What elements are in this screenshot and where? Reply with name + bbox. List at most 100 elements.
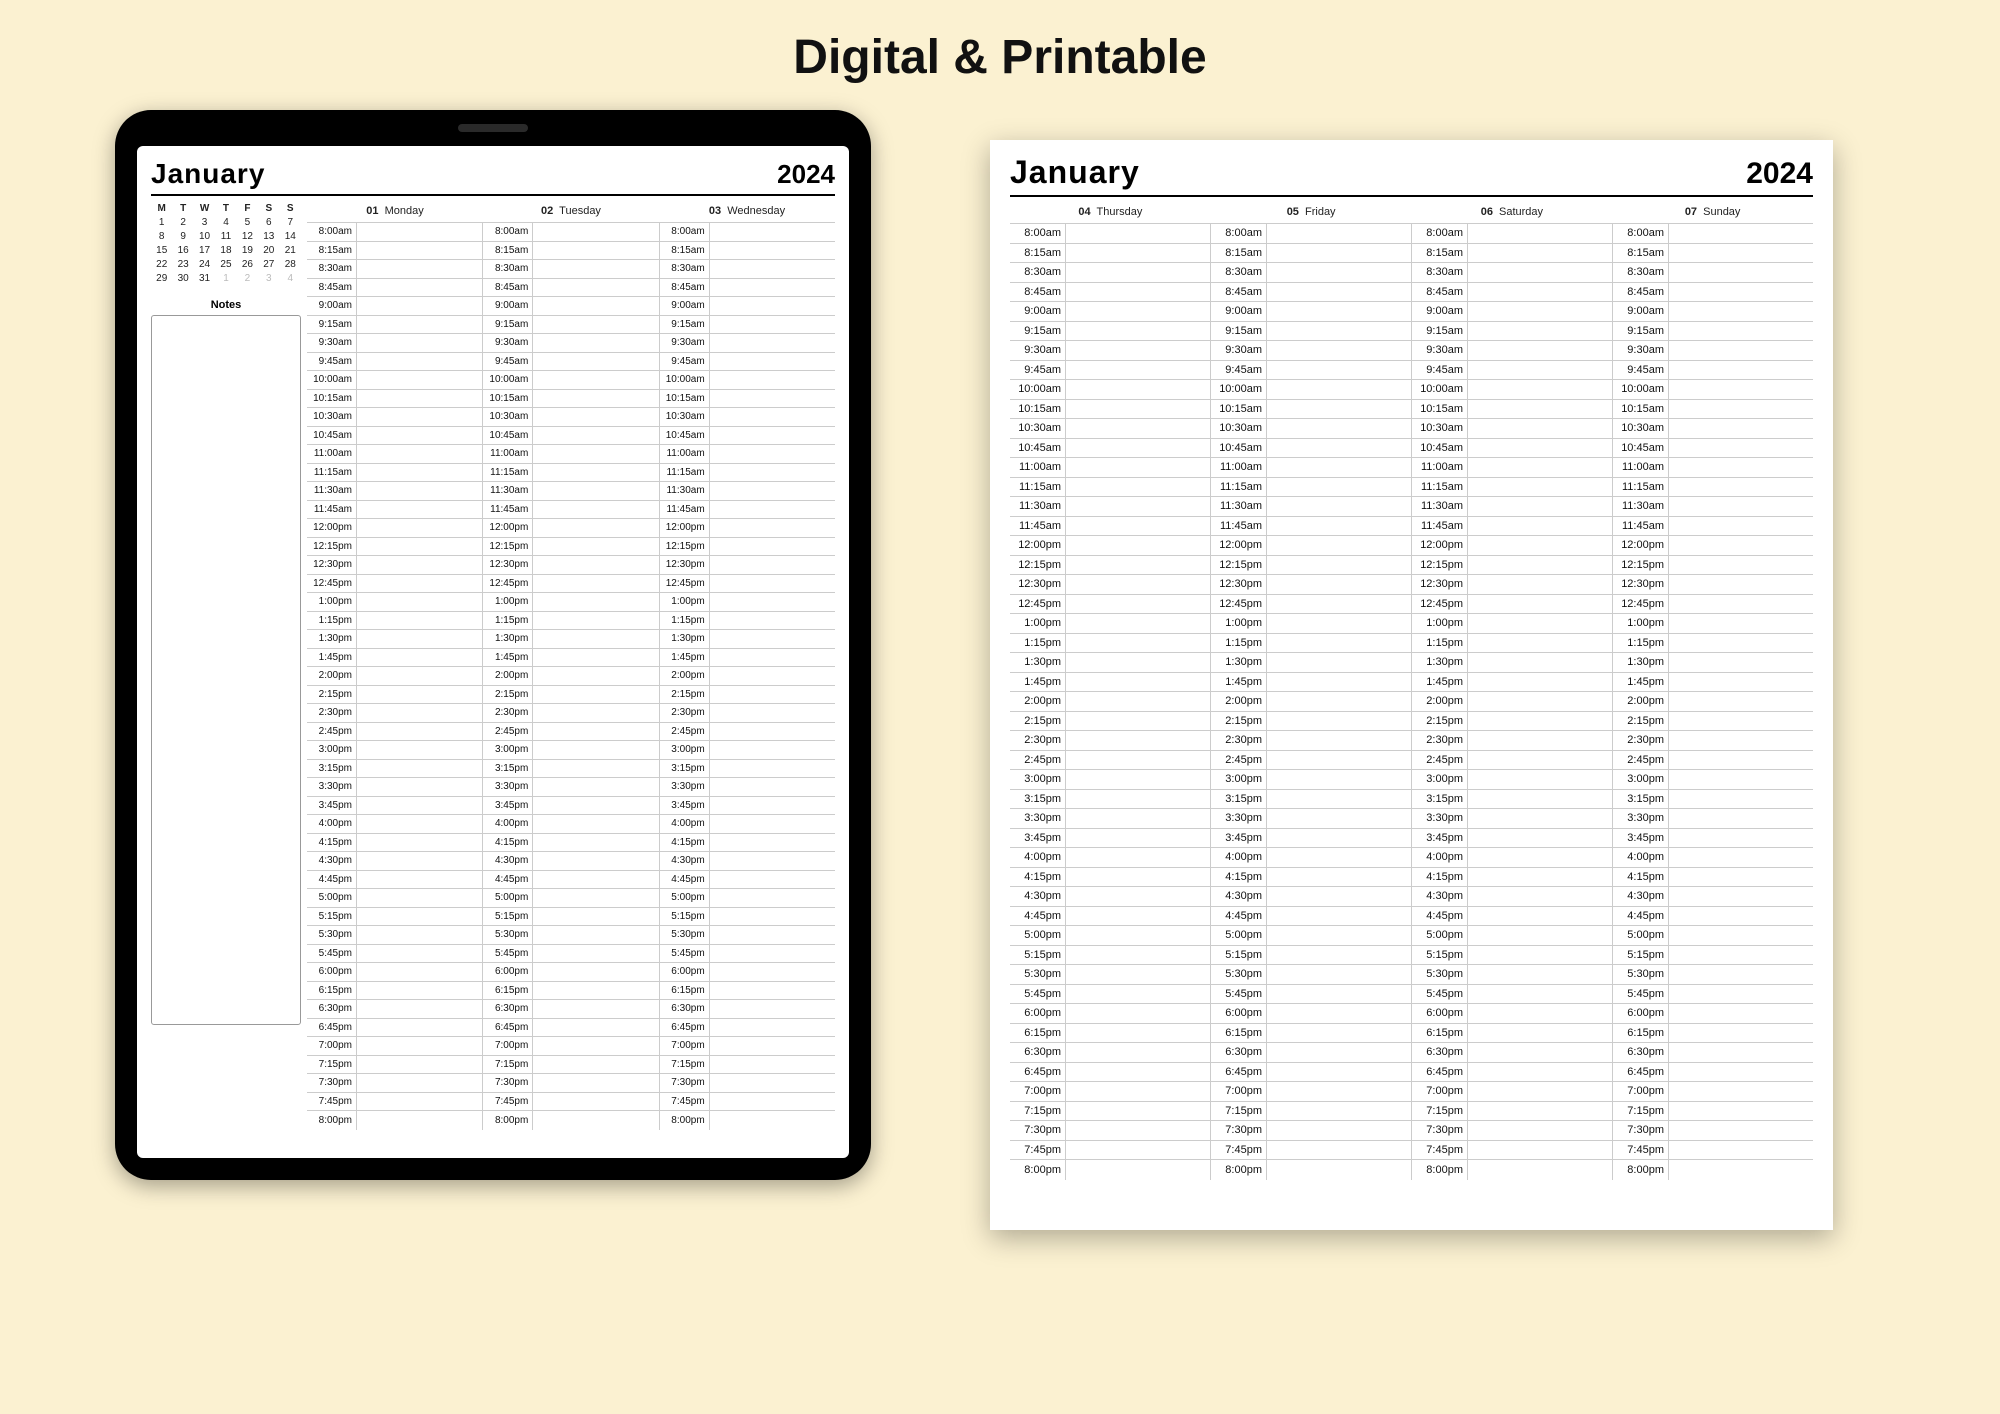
time-cell[interactable]: 6:30pm	[1613, 1043, 1813, 1062]
mini-cal-day[interactable]: 16	[172, 243, 193, 257]
time-cell[interactable]: 4:15pm	[483, 834, 659, 852]
time-cell[interactable]: 5:45pm	[483, 945, 659, 963]
time-cell[interactable]: 9:30am	[307, 334, 483, 352]
time-cell[interactable]: 5:45pm	[307, 945, 483, 963]
mini-cal-day[interactable]: 31	[194, 271, 215, 285]
time-cell[interactable]: 3:30pm	[1613, 809, 1813, 828]
time-cell[interactable]: 11:00am	[307, 445, 483, 463]
time-cell[interactable]: 3:00pm	[1412, 770, 1613, 789]
time-cell[interactable]: 5:15pm	[660, 908, 835, 926]
time-cell[interactable]: 7:45pm	[1010, 1141, 1211, 1160]
time-cell[interactable]: 8:15am	[1010, 244, 1211, 263]
time-cell[interactable]: 3:45pm	[1211, 829, 1412, 848]
time-cell[interactable]: 12:15pm	[660, 538, 835, 556]
time-cell[interactable]: 1:45pm	[1412, 673, 1613, 692]
mini-cal-day[interactable]: 4	[215, 215, 236, 229]
time-cell[interactable]: 4:00pm	[307, 815, 483, 833]
mini-cal-day[interactable]: 23	[172, 257, 193, 271]
time-cell[interactable]: 6:30pm	[1010, 1043, 1211, 1062]
time-cell[interactable]: 1:15pm	[660, 612, 835, 630]
time-cell[interactable]: 3:45pm	[1412, 829, 1613, 848]
time-cell[interactable]: 9:45am	[307, 353, 483, 371]
time-cell[interactable]: 1:00pm	[1613, 614, 1813, 633]
time-cell[interactable]: 9:15am	[660, 316, 835, 334]
time-cell[interactable]: 2:15pm	[483, 686, 659, 704]
time-cell[interactable]: 1:30pm	[307, 630, 483, 648]
time-cell[interactable]: 9:30am	[1412, 341, 1613, 360]
time-cell[interactable]: 6:30pm	[483, 1000, 659, 1018]
time-cell[interactable]: 10:45am	[660, 427, 835, 445]
time-cell[interactable]: 4:45pm	[483, 871, 659, 889]
time-cell[interactable]: 3:15pm	[1010, 790, 1211, 809]
time-cell[interactable]: 4:15pm	[1211, 868, 1412, 887]
time-cell[interactable]: 8:15am	[1613, 244, 1813, 263]
time-cell[interactable]: 11:45am	[1211, 517, 1412, 536]
mini-cal-day[interactable]: 22	[151, 257, 172, 271]
time-cell[interactable]: 11:45am	[1010, 517, 1211, 536]
time-cell[interactable]: 3:15pm	[1613, 790, 1813, 809]
time-cell[interactable]: 8:45am	[1613, 283, 1813, 302]
time-cell[interactable]: 2:00pm	[1613, 692, 1813, 711]
time-cell[interactable]: 8:30am	[1613, 263, 1813, 282]
time-cell[interactable]: 10:30am	[1010, 419, 1211, 438]
time-cell[interactable]: 6:30pm	[660, 1000, 835, 1018]
time-cell[interactable]: 8:45am	[483, 279, 659, 297]
time-cell[interactable]: 4:00pm	[1412, 848, 1613, 867]
time-cell[interactable]: 6:15pm	[1613, 1024, 1813, 1043]
mini-cal-day[interactable]: 5	[237, 215, 258, 229]
time-cell[interactable]: 11:45am	[1613, 517, 1813, 536]
time-cell[interactable]: 5:15pm	[1412, 946, 1613, 965]
time-cell[interactable]: 11:30am	[1412, 497, 1613, 516]
time-cell[interactable]: 3:15pm	[483, 760, 659, 778]
time-cell[interactable]: 12:15pm	[1613, 556, 1813, 575]
time-cell[interactable]: 7:30pm	[307, 1074, 483, 1092]
time-cell[interactable]: 10:00am	[1613, 380, 1813, 399]
time-cell[interactable]: 6:45pm	[307, 1019, 483, 1037]
time-cell[interactable]: 3:30pm	[1010, 809, 1211, 828]
time-cell[interactable]: 3:00pm	[660, 741, 835, 759]
time-cell[interactable]: 7:15pm	[307, 1056, 483, 1074]
time-cell[interactable]: 12:00pm	[1412, 536, 1613, 555]
time-cell[interactable]: 2:15pm	[1211, 712, 1412, 731]
notes-box[interactable]	[151, 315, 301, 1025]
time-cell[interactable]: 1:15pm	[1613, 634, 1813, 653]
mini-cal-day[interactable]: 27	[258, 257, 279, 271]
time-cell[interactable]: 5:15pm	[1010, 946, 1211, 965]
time-cell[interactable]: 9:00am	[1412, 302, 1613, 321]
time-cell[interactable]: 5:45pm	[1613, 985, 1813, 1004]
time-cell[interactable]: 5:45pm	[1010, 985, 1211, 1004]
time-cell[interactable]: 6:15pm	[1010, 1024, 1211, 1043]
time-cell[interactable]: 5:30pm	[1412, 965, 1613, 984]
time-cell[interactable]: 3:00pm	[307, 741, 483, 759]
time-cell[interactable]: 10:15am	[1412, 400, 1613, 419]
time-cell[interactable]: 2:00pm	[1211, 692, 1412, 711]
time-cell[interactable]: 1:00pm	[1010, 614, 1211, 633]
time-cell[interactable]: 9:30am	[1211, 341, 1412, 360]
mini-cal-day[interactable]: 21	[280, 243, 301, 257]
time-cell[interactable]: 11:30am	[660, 482, 835, 500]
time-cell[interactable]: 4:45pm	[660, 871, 835, 889]
mini-cal-day[interactable]: 30	[172, 271, 193, 285]
time-cell[interactable]: 5:00pm	[1211, 926, 1412, 945]
time-cell[interactable]: 11:15am	[1412, 478, 1613, 497]
time-cell[interactable]: 1:00pm	[307, 593, 483, 611]
time-cell[interactable]: 5:15pm	[1211, 946, 1412, 965]
time-cell[interactable]: 7:00pm	[660, 1037, 835, 1055]
time-cell[interactable]: 10:15am	[1613, 400, 1813, 419]
time-cell[interactable]: 8:00am	[660, 223, 835, 241]
time-cell[interactable]: 6:45pm	[1613, 1063, 1813, 1082]
time-cell[interactable]: 12:00pm	[1211, 536, 1412, 555]
time-cell[interactable]: 4:45pm	[307, 871, 483, 889]
mini-cal-day[interactable]: 20	[258, 243, 279, 257]
time-cell[interactable]: 9:30am	[1613, 341, 1813, 360]
time-cell[interactable]: 9:00am	[660, 297, 835, 315]
mini-cal-day[interactable]: 13	[258, 229, 279, 243]
time-cell[interactable]: 5:45pm	[1412, 985, 1613, 1004]
time-cell[interactable]: 7:30pm	[1613, 1121, 1813, 1140]
time-cell[interactable]: 1:30pm	[1010, 653, 1211, 672]
mini-cal-day[interactable]: 25	[215, 257, 236, 271]
time-cell[interactable]: 11:00am	[660, 445, 835, 463]
mini-cal-day[interactable]: 18	[215, 243, 236, 257]
time-cell[interactable]: 4:15pm	[307, 834, 483, 852]
time-cell[interactable]: 8:30am	[483, 260, 659, 278]
